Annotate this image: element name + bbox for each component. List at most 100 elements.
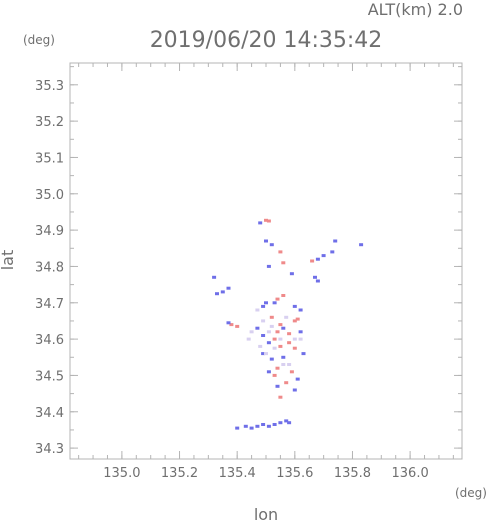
data-point [281, 294, 286, 297]
y-tick-label: 34.3 [35, 442, 64, 457]
x-tick-label: 136.0 [392, 466, 429, 481]
data-point [278, 250, 283, 254]
data-point [275, 384, 280, 388]
data-point [292, 346, 297, 350]
data-point [275, 297, 280, 301]
data-point [261, 304, 266, 308]
data-point [269, 243, 274, 247]
data-point [272, 373, 277, 377]
y-tick-label: 35.2 [35, 115, 64, 130]
data-point [359, 243, 364, 247]
data-point [255, 308, 260, 312]
data-point [266, 424, 271, 428]
y-tick-label: 34.6 [35, 333, 64, 348]
timestamp-title: 2019/06/20 14:35:42 [150, 28, 383, 53]
data-point [287, 421, 292, 425]
data-point [313, 275, 317, 279]
data-point [298, 308, 303, 312]
data-point [266, 370, 271, 374]
data-point [249, 330, 254, 334]
plot-area-frame [69, 62, 463, 460]
data-point [264, 218, 268, 222]
data-point [266, 264, 271, 268]
data-point [261, 334, 266, 337]
data-point [264, 239, 268, 243]
data-point [275, 366, 280, 370]
data-points [212, 218, 364, 430]
data-point [226, 286, 231, 290]
data-point [287, 363, 292, 366]
data-point [295, 377, 300, 381]
altitude-label: ALT(km) 2.0 [368, 0, 463, 19]
data-point [272, 337, 277, 341]
x-tick-label: 135.8 [334, 466, 371, 481]
data-point [292, 304, 297, 308]
data-point [255, 326, 260, 330]
data-point [266, 219, 271, 223]
data-point [269, 357, 274, 361]
data-point [301, 352, 306, 356]
y-tick-label: 34.8 [35, 260, 64, 275]
x-tick-label: 135.4 [219, 466, 256, 481]
data-point [269, 315, 274, 319]
data-point [272, 346, 277, 350]
y-tick-label: 35.1 [35, 151, 64, 166]
data-point [264, 301, 268, 305]
data-point [315, 257, 320, 261]
data-point [243, 424, 248, 428]
y-tick-label: 34.7 [35, 297, 64, 312]
data-point [261, 319, 266, 323]
data-point [284, 315, 289, 319]
data-point [266, 341, 271, 345]
data-point [321, 254, 326, 258]
data-point [292, 319, 297, 323]
data-point [284, 381, 289, 385]
data-point [278, 421, 283, 425]
data-point [272, 301, 277, 305]
data-point [295, 317, 300, 321]
data-point [333, 239, 338, 243]
data-point [281, 355, 286, 359]
data-point [269, 324, 274, 328]
data-point [298, 330, 303, 334]
axis-ticks: 135.0 135.2 135.4 135.6 135.8 136.0 34.3 34.4 34… [35, 63, 462, 481]
data-point [261, 352, 266, 356]
data-point [278, 323, 283, 327]
data-point [215, 292, 219, 296]
y-unit-label: (deg) [23, 33, 55, 47]
data-point [226, 321, 231, 325]
data-point [310, 259, 315, 263]
data-point [235, 426, 240, 430]
y-tick-label: 34.4 [35, 406, 64, 421]
data-point [315, 279, 320, 283]
data-point [298, 337, 303, 341]
data-point [246, 337, 251, 341]
data-point [272, 423, 277, 426]
data-point [278, 344, 283, 348]
data-point [278, 395, 283, 399]
data-point [258, 344, 263, 348]
data-point [220, 290, 225, 294]
data-point [284, 419, 289, 423]
data-point [287, 332, 292, 336]
y-tick-label: 34.9 [35, 224, 64, 239]
x-tick-label: 135.0 [103, 466, 140, 481]
data-point [266, 330, 271, 334]
x-unit-label: (deg) [455, 486, 487, 500]
data-point [235, 324, 240, 328]
y-tick-label: 34.5 [35, 369, 64, 384]
data-point [229, 323, 234, 327]
data-point [264, 352, 268, 356]
y-axis-label: lat [0, 250, 17, 271]
data-point [278, 337, 283, 341]
data-point [212, 275, 217, 279]
data-point [281, 326, 286, 330]
x-axis-label: lon [254, 505, 278, 521]
x-tick-label: 135.6 [276, 466, 313, 481]
data-point [292, 388, 297, 392]
data-point [289, 370, 294, 374]
data-point [255, 424, 260, 428]
data-point [292, 337, 297, 341]
y-tick-label: 35.0 [35, 188, 64, 203]
